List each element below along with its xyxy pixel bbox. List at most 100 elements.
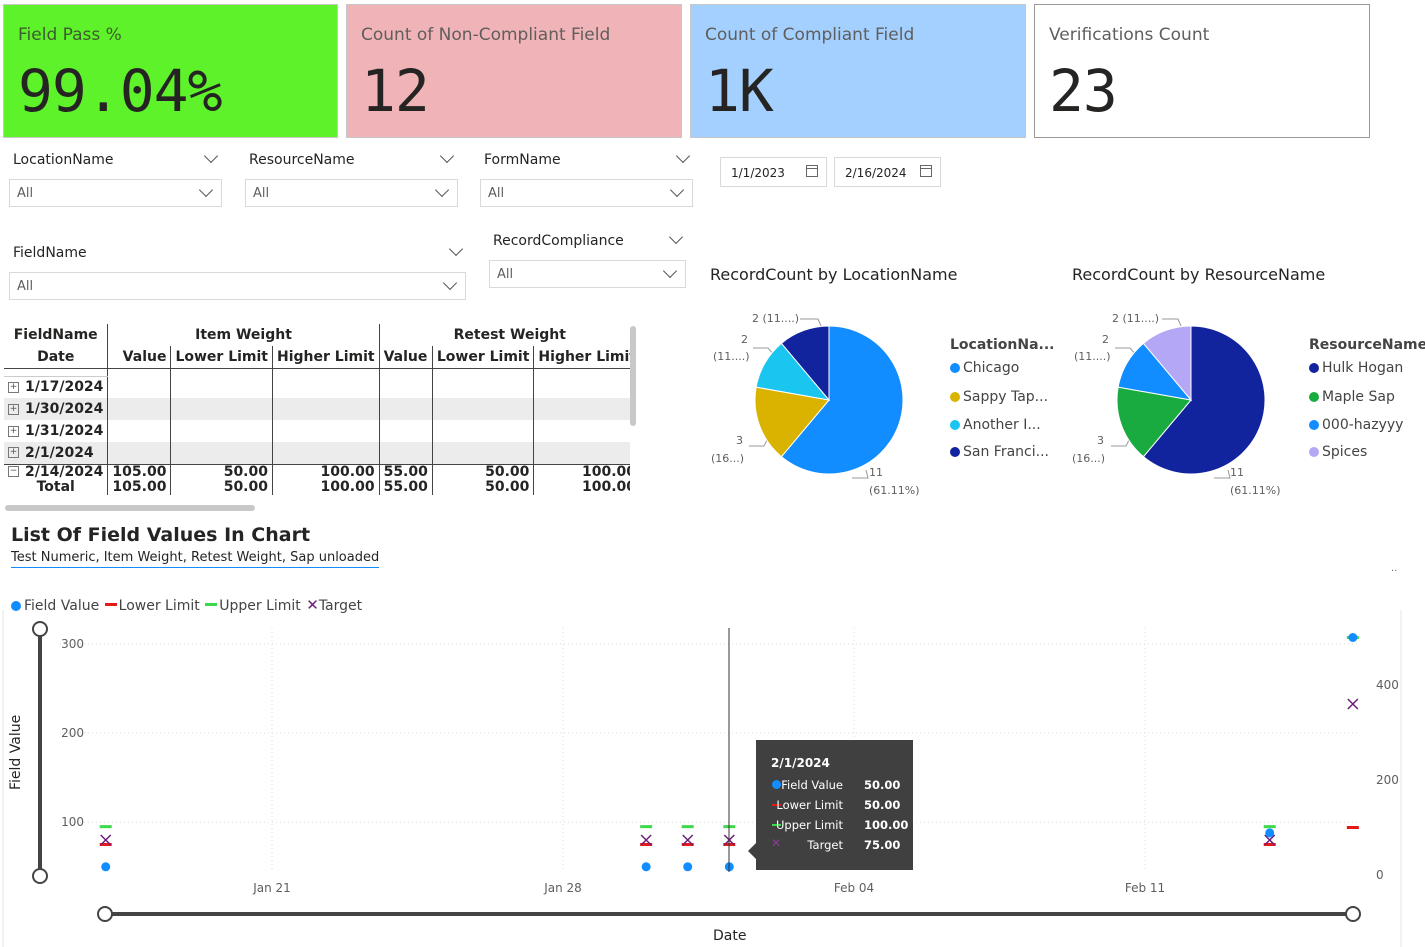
- y2-tick-label: 400: [1376, 678, 1399, 692]
- chart-subtitle[interactable]: Test Numeric, Item Weight, Retest Weight…: [11, 550, 380, 568]
- y-tick-label: 300: [61, 637, 84, 651]
- target-mark[interactable]: [1264, 834, 1276, 846]
- pie-slice[interactable]: [780, 325, 904, 475]
- field-values-chart[interactable]: 100 200 300 0 200 400 Jan 21 Jan 28 Feb 04 Feb 11: [0, 610, 1425, 947]
- legend-item-field-value[interactable]: Field Value: [11, 598, 99, 614]
- legend-label: Lower Limit: [118, 598, 200, 614]
- end-date-input[interactable]: 2/16/2024: [834, 157, 941, 187]
- start-date-input[interactable]: 1/1/2023: [720, 157, 827, 187]
- pie-slice[interactable]: [1142, 325, 1192, 402]
- target-mark[interactable]: [640, 834, 652, 846]
- cell: [272, 398, 380, 420]
- legend-item[interactable]: Another I...: [950, 417, 1041, 433]
- legend-item-upper-limit[interactable]: Upper Limit: [205, 598, 301, 614]
- expand-icon[interactable]: +: [8, 447, 19, 459]
- tooltip-row: Field Value 50.00: [756, 776, 913, 796]
- pie-resource-chart[interactable]: [1062, 300, 1312, 510]
- chevron-down-icon[interactable]: [439, 148, 455, 164]
- legend-item[interactable]: Hulk Hogan: [1309, 360, 1403, 376]
- table-row[interactable]: +1/17/2024: [4, 376, 630, 398]
- x-zoom-handle-right[interactable]: [1345, 906, 1361, 922]
- total-cell: 55.00: [379, 478, 433, 495]
- matrix-col-header[interactable]: Higher Limit: [272, 346, 380, 369]
- field-value-point[interactable]: [1348, 633, 1358, 642]
- compliance-dropdown[interactable]: All: [489, 260, 686, 288]
- legend-item[interactable]: Spices: [1309, 444, 1367, 460]
- chevron-down-icon[interactable]: [203, 148, 219, 164]
- total-cell: 100.00: [533, 478, 630, 495]
- cell: 50.00: [432, 464, 535, 479]
- legend-label: Sappy Tap...: [963, 389, 1049, 405]
- pie-slice[interactable]: [780, 325, 830, 402]
- calendar-icon[interactable]: [806, 165, 818, 177]
- location-dropdown[interactable]: All: [9, 179, 222, 207]
- matrix-col-header[interactable]: Value: [107, 346, 172, 369]
- target-mark[interactable]: [682, 834, 694, 846]
- tooltip-row: Upper Limit 100.00: [756, 816, 913, 836]
- kpi-card-non-compliant[interactable]: Count of Non-Compliant Field 12: [346, 4, 682, 138]
- kpi-label: Verifications Count: [1049, 25, 1210, 45]
- kpi-card-compliant[interactable]: Count of Compliant Field 1K: [690, 4, 1026, 138]
- cell: [272, 376, 380, 398]
- tooltip-value: 100.00: [864, 818, 909, 832]
- field-value-point[interactable]: [683, 862, 693, 872]
- cell: [272, 442, 380, 464]
- legend-item-lower-limit[interactable]: Lower Limit: [104, 598, 200, 614]
- matrix-col-header[interactable]: Value: [379, 346, 433, 369]
- horizontal-scrollbar[interactable]: [5, 505, 255, 511]
- collapse-icon[interactable]: −: [8, 466, 19, 477]
- pie-slice[interactable]: [754, 386, 830, 458]
- matrix-table: FieldName Item Weight Retest Weight Date…: [4, 324, 630, 495]
- chevron-down-icon: [442, 275, 458, 291]
- form-dropdown[interactable]: All: [480, 179, 693, 207]
- chevron-down-icon[interactable]: [448, 241, 464, 257]
- pie-slice[interactable]: [1142, 325, 1266, 475]
- pie-label-pct: (61.11%): [1230, 484, 1281, 497]
- table-row[interactable]: +1/31/2024: [4, 420, 630, 442]
- legend-item[interactable]: 000-hazyyy: [1309, 417, 1403, 433]
- y-zoom-handle-bottom[interactable]: [32, 868, 48, 884]
- cell: [107, 420, 172, 442]
- legend-item[interactable]: Maple Sap: [1309, 389, 1395, 405]
- target-mark[interactable]: [100, 834, 112, 846]
- table-row[interactable]: +2/1/2024: [4, 442, 630, 464]
- expand-icon[interactable]: +: [8, 425, 19, 437]
- calendar-icon[interactable]: [920, 165, 932, 177]
- total-cell: 50.00: [170, 478, 273, 495]
- pie-label-value: 11: [869, 466, 883, 479]
- dropdown-value: All: [17, 279, 34, 294]
- matrix-col-header[interactable]: Higher Limit: [533, 346, 630, 369]
- y-tick-label: 100: [61, 815, 84, 829]
- vertical-scrollbar[interactable]: [630, 326, 636, 426]
- field-value-point[interactable]: [1265, 828, 1275, 838]
- field-value-point[interactable]: [101, 862, 111, 872]
- legend-dot: [1309, 447, 1319, 457]
- y-zoom-handle-top[interactable]: [32, 621, 48, 637]
- field-value-point[interactable]: [641, 862, 651, 872]
- table-row[interactable]: −2/14/2024 105.00 50.00 100.00 55.00 50.…: [4, 464, 630, 479]
- y-tick-label: 200: [61, 726, 84, 740]
- chevron-down-icon[interactable]: [675, 148, 691, 164]
- matrix-col-header[interactable]: Lower Limit: [432, 346, 535, 369]
- legend-item[interactable]: San Franci...: [950, 444, 1049, 460]
- chevron-down-icon[interactable]: [668, 229, 684, 245]
- kpi-card-verifications[interactable]: Verifications Count 23: [1034, 4, 1370, 138]
- target-mark[interactable]: [1347, 698, 1359, 710]
- x-zoom-handle-left[interactable]: [97, 906, 113, 922]
- matrix-col-header[interactable]: Lower Limit: [170, 346, 273, 369]
- pie-location-chart[interactable]: [700, 300, 950, 510]
- legend-item-target[interactable]: ✕Target: [306, 596, 362, 614]
- expand-icon[interactable]: +: [8, 381, 19, 393]
- more-options-icon[interactable]: ··: [1391, 566, 1398, 577]
- pie-slice[interactable]: [1116, 386, 1192, 458]
- legend-item[interactable]: Chicago: [950, 360, 1019, 376]
- legend-item[interactable]: Sappy Tap...: [950, 389, 1048, 405]
- kpi-card-field-pass[interactable]: Field Pass % 99.04%: [3, 4, 338, 138]
- matrix-group-header: Item Weight: [107, 324, 380, 346]
- legend-dot: [950, 363, 960, 373]
- expand-icon[interactable]: +: [8, 403, 19, 415]
- chevron-down-icon: [434, 182, 450, 198]
- table-row[interactable]: +1/30/2024: [4, 398, 630, 420]
- resource-dropdown[interactable]: All: [245, 179, 458, 207]
- field-dropdown[interactable]: All: [9, 272, 466, 300]
